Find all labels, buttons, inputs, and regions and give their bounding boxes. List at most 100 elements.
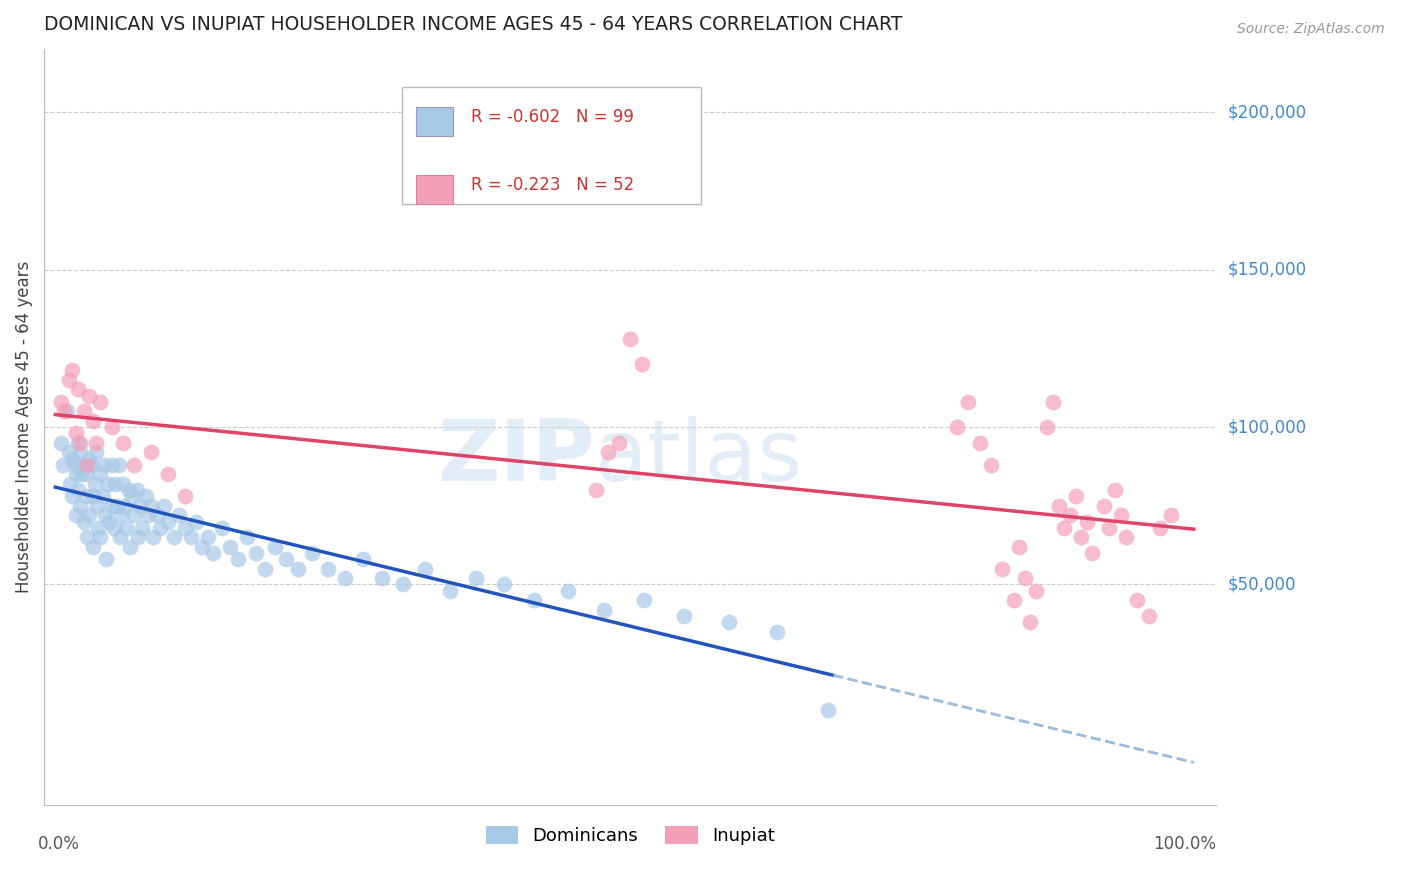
- Point: [141, 499, 163, 513]
- Point: [108, 530, 131, 544]
- Point: [65, 508, 87, 523]
- Point: [1047, 499, 1070, 513]
- Text: $100,000: $100,000: [1227, 418, 1306, 436]
- Point: [89, 467, 111, 482]
- Point: [191, 540, 214, 554]
- Point: [1053, 521, 1076, 535]
- Text: ZIP: ZIP: [437, 416, 595, 499]
- Point: [464, 571, 486, 585]
- Point: [946, 420, 969, 434]
- Point: [98, 515, 121, 529]
- Point: [413, 562, 436, 576]
- Point: [83, 476, 105, 491]
- Point: [55, 404, 77, 418]
- Point: [65, 467, 87, 482]
- Point: [245, 546, 267, 560]
- Point: [70, 467, 93, 482]
- Text: R = -0.223   N = 52: R = -0.223 N = 52: [471, 177, 634, 194]
- Bar: [416, 175, 453, 203]
- Point: [1025, 583, 1047, 598]
- Point: [129, 499, 152, 513]
- Point: [1126, 593, 1149, 607]
- Point: [969, 435, 991, 450]
- Point: [980, 458, 1002, 472]
- Point: [60, 489, 83, 503]
- Point: [75, 467, 97, 482]
- Point: [49, 395, 72, 409]
- Point: [276, 552, 298, 566]
- Point: [593, 602, 616, 616]
- Point: [439, 583, 461, 598]
- Point: [585, 483, 607, 497]
- Point: [287, 562, 309, 576]
- FancyBboxPatch shape: [402, 87, 700, 204]
- Point: [80, 458, 103, 472]
- Point: [1081, 546, 1104, 560]
- Point: [149, 521, 172, 535]
- Point: [264, 540, 287, 554]
- Point: [103, 521, 125, 535]
- Point: [124, 508, 146, 523]
- Point: [58, 373, 80, 387]
- Point: [76, 530, 98, 544]
- Point: [100, 458, 122, 472]
- Point: [65, 426, 87, 441]
- Point: [718, 615, 741, 630]
- Point: [557, 583, 579, 598]
- Point: [1115, 530, 1137, 544]
- Point: [118, 540, 141, 554]
- Text: $50,000: $50,000: [1227, 575, 1296, 593]
- Point: [333, 571, 356, 585]
- Point: [157, 515, 180, 529]
- Point: [316, 562, 339, 576]
- Point: [1014, 571, 1036, 585]
- Point: [66, 382, 89, 396]
- Point: [72, 515, 94, 529]
- Point: [1019, 615, 1042, 630]
- Point: [72, 404, 94, 418]
- Point: [211, 521, 233, 535]
- Point: [301, 546, 323, 560]
- Point: [105, 499, 128, 513]
- Point: [174, 521, 197, 535]
- Point: [197, 530, 219, 544]
- Point: [100, 420, 122, 434]
- Point: [107, 458, 129, 472]
- Point: [111, 476, 134, 491]
- Y-axis label: Householder Income Ages 45 - 64 years: Householder Income Ages 45 - 64 years: [15, 261, 32, 593]
- Point: [186, 515, 208, 529]
- Point: [1149, 521, 1171, 535]
- Point: [633, 593, 655, 607]
- Point: [619, 332, 641, 346]
- Text: atlas: atlas: [595, 416, 803, 499]
- Point: [174, 489, 197, 503]
- Point: [1098, 521, 1121, 535]
- Point: [1104, 483, 1126, 497]
- Point: [157, 467, 180, 482]
- Point: [69, 445, 91, 459]
- Point: [114, 499, 136, 513]
- Point: [94, 508, 117, 523]
- Point: [89, 530, 111, 544]
- Point: [97, 476, 120, 491]
- Point: [1109, 508, 1132, 523]
- Point: [1059, 508, 1081, 523]
- Text: R = -0.602   N = 99: R = -0.602 N = 99: [471, 109, 634, 127]
- Point: [82, 489, 104, 503]
- Point: [1076, 515, 1098, 529]
- Point: [1137, 609, 1160, 624]
- Point: [49, 435, 72, 450]
- Point: [391, 577, 413, 591]
- Point: [110, 508, 132, 523]
- Point: [124, 458, 146, 472]
- Point: [91, 489, 114, 503]
- Point: [58, 445, 80, 459]
- Point: [1042, 395, 1064, 409]
- Point: [89, 395, 111, 409]
- Point: [152, 499, 174, 513]
- Text: 0.0%: 0.0%: [38, 835, 80, 853]
- Point: [492, 577, 515, 591]
- Point: [94, 552, 117, 566]
- Point: [53, 404, 76, 418]
- Point: [1002, 593, 1025, 607]
